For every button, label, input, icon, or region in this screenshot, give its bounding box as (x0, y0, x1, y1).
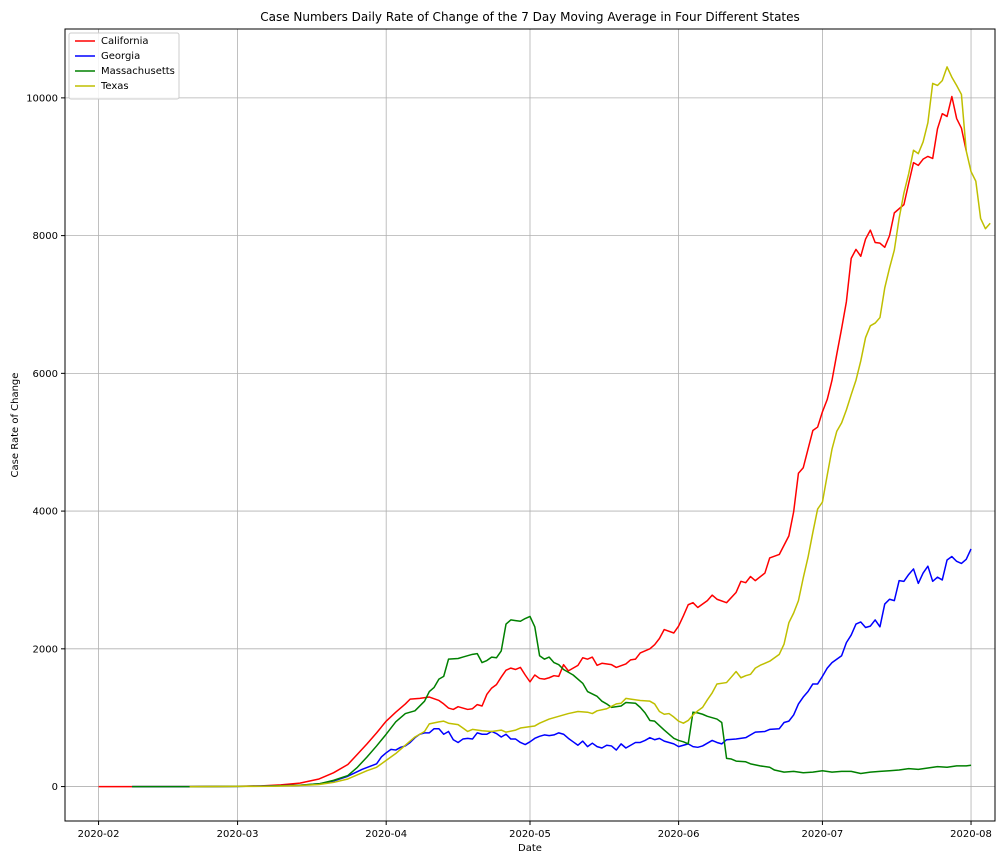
y-tick-label: 8000 (33, 231, 58, 242)
legend-label-georgia: Georgia (101, 51, 140, 62)
x-tick-label: 2020-07 (802, 829, 844, 840)
y-tick-label: 2000 (33, 644, 58, 655)
series-line-massachusetts (132, 615, 972, 788)
y-tick-label: 0 (52, 782, 58, 793)
series-line-texas (189, 66, 991, 788)
legend-label-california: California (101, 36, 149, 47)
legend-label-massachusetts: Massachusetts (101, 66, 175, 77)
y-axis-label: Case Rate of Change (10, 373, 21, 478)
chart-title: Case Numbers Daily Rate of Change of the… (260, 10, 800, 24)
x-tick-label: 2020-05 (509, 829, 551, 840)
x-tick-label: 2020-08 (950, 829, 992, 840)
y-tick-label: 10000 (26, 93, 58, 104)
legend: California Georgia Massachusetts Texas (68, 32, 180, 100)
x-tick-label: 2020-03 (217, 829, 259, 840)
legend-label-texas: Texas (100, 81, 129, 92)
series-line-georgia (132, 548, 972, 788)
x-tick-label: 2020-06 (658, 829, 700, 840)
series-group (98, 66, 991, 788)
y-tick-label: 6000 (33, 369, 58, 380)
y-tick-label: 4000 (33, 507, 58, 518)
x-axis: 2020-02 2020-03 2020-04 2020-05 2020-06 2020-… (78, 821, 992, 840)
y-axis: 0 2000 4000 6000 8000 10000 (26, 93, 65, 793)
x-tick-label: 2020-02 (78, 829, 120, 840)
x-axis-label: Date (518, 843, 542, 854)
grid (65, 29, 995, 821)
x-tick-label: 2020-04 (365, 829, 407, 840)
legend-box (68, 32, 180, 100)
series-line-california (98, 95, 967, 788)
